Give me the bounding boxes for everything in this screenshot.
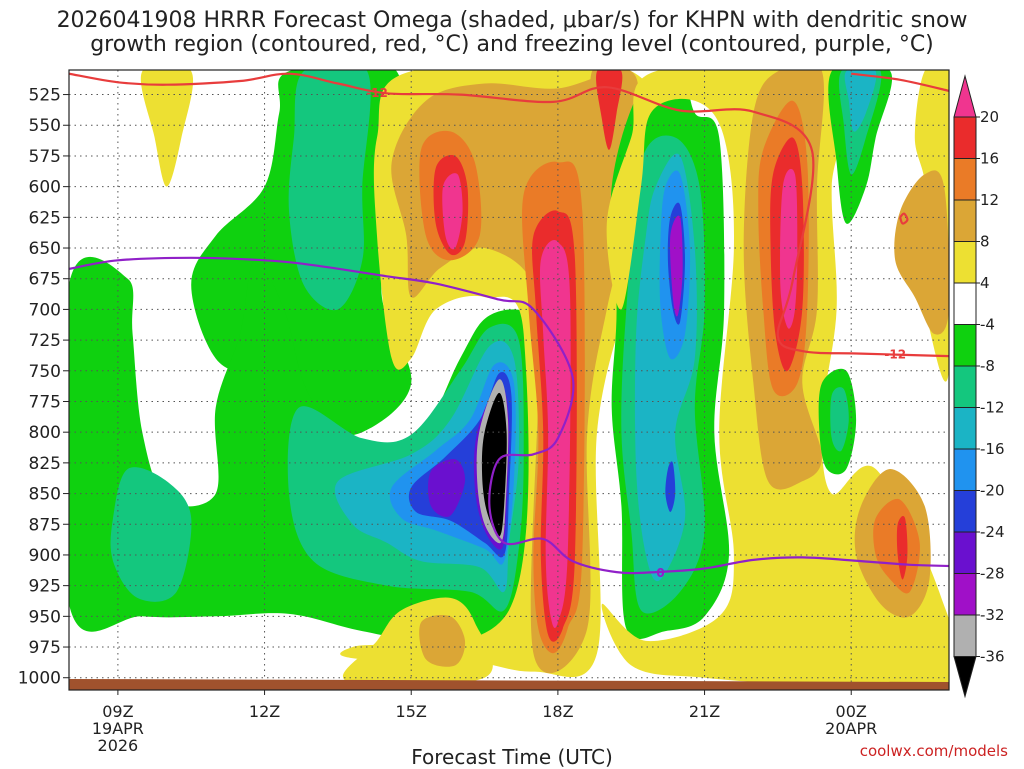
contour-minus12-upper-right bbox=[851, 72, 949, 92]
colorbar-label-2: 12 bbox=[980, 191, 999, 209]
colorbar-label-6: -8 bbox=[980, 357, 995, 375]
y-tick-label-850: 850 bbox=[29, 485, 61, 505]
colorbar-box-12 bbox=[953, 614, 977, 657]
y-tick-label-525: 525 bbox=[29, 86, 61, 106]
chart-title-line-2: growth region (contoured, red, °C) and f… bbox=[90, 32, 934, 57]
colorbar-label-4: 4 bbox=[980, 274, 990, 292]
contour-minus12-upper bbox=[69, 72, 949, 358]
omega-shading bbox=[69, 70, 949, 690]
chart-title-line-1: 2026041908 HRRR Forecast Omega (shaded, … bbox=[56, 8, 968, 33]
omega-region-12 bbox=[481, 392, 507, 537]
colorbar: 20 16 12 8 4 -4 -8 -12 -16 -20 -24 -28 -32 -36 bbox=[953, 74, 1005, 699]
y-tick-label-625: 625 bbox=[29, 208, 61, 228]
colorbar-top-arrow bbox=[953, 74, 977, 118]
y-tick-label-900: 900 bbox=[29, 546, 61, 566]
colorbar-label-3: 8 bbox=[980, 233, 990, 251]
colorbar-box-10 bbox=[953, 531, 977, 574]
y-axis: 525 550 575 600 625 650 675 700 725 750 775 800 825 8… bbox=[18, 86, 69, 689]
omega-region-9 bbox=[428, 458, 466, 517]
omega-region-2 bbox=[288, 70, 371, 311]
omega-region-17 bbox=[442, 173, 463, 250]
x-tick-label-21Z: 21Z bbox=[689, 702, 720, 721]
omega-region-42 bbox=[830, 387, 849, 452]
colorbar-label-8: -16 bbox=[980, 440, 1005, 458]
site-credit[interactable]: coolwx.com/models bbox=[859, 742, 1008, 760]
gridlines bbox=[69, 70, 949, 690]
y-tick-label-875: 875 bbox=[29, 515, 61, 535]
y-tick-label-775: 775 bbox=[29, 392, 61, 412]
omega-region-4 bbox=[110, 467, 192, 602]
y-tick-label-1000: 1000 bbox=[18, 669, 61, 689]
colorbar-box-4 bbox=[953, 282, 977, 325]
colorbar-box-2 bbox=[953, 199, 977, 242]
y-tick-label-725: 725 bbox=[29, 331, 61, 351]
contour-label-1: -12 bbox=[884, 348, 906, 362]
y-tick-label-550: 550 bbox=[29, 116, 61, 136]
colorbar-box-6 bbox=[953, 365, 977, 408]
y-tick-label-950: 950 bbox=[29, 607, 61, 627]
ground-fill bbox=[69, 678, 949, 690]
x-tick-label-12Z: 12Z bbox=[249, 702, 280, 721]
omega-region-34 bbox=[780, 168, 798, 329]
y-tick-label-675: 675 bbox=[29, 270, 61, 290]
colorbar-box-0 bbox=[953, 116, 977, 159]
x-axis-title: Forecast Time (UTC) bbox=[411, 745, 613, 769]
colorbar-box-8 bbox=[953, 448, 977, 491]
y-tick-label-575: 575 bbox=[29, 147, 61, 167]
colorbar-box-1 bbox=[953, 158, 977, 201]
colorbar-box-3 bbox=[953, 241, 977, 284]
x-tick-sublabel-19APR: 19APR bbox=[92, 719, 144, 738]
contour-label-0: -12 bbox=[366, 86, 388, 100]
colorbar-bottom-arrow bbox=[953, 656, 977, 699]
omega-region-20 bbox=[539, 239, 571, 629]
omega-region-46 bbox=[419, 614, 466, 667]
x-tick-label-00Z: 00Z bbox=[836, 702, 867, 721]
x-tick-sublabel-2026: 2026 bbox=[98, 736, 139, 755]
omega-region-36 bbox=[873, 498, 920, 594]
contour-label-2: 0 bbox=[656, 566, 664, 580]
colorbar-box-5 bbox=[953, 324, 977, 367]
y-tick-label-750: 750 bbox=[29, 362, 61, 382]
plot-frame bbox=[68, 69, 950, 691]
y-tick-label-650: 650 bbox=[29, 239, 61, 259]
y-tick-label-925: 925 bbox=[29, 577, 61, 597]
omega-region-22 bbox=[596, 70, 623, 150]
colorbar-label-7: -12 bbox=[980, 399, 1005, 417]
x-tick-label-09Z: 09Z bbox=[102, 702, 133, 721]
contour-lines: -12 -12 0 bbox=[69, 72, 949, 580]
y-tick-label-600: 600 bbox=[29, 178, 61, 198]
x-tick-label-18Z: 18Z bbox=[542, 702, 573, 721]
y-tick-label-975: 975 bbox=[29, 638, 61, 658]
x-tick-sublabel-20APR: 20APR bbox=[825, 719, 877, 738]
omega-region-29 bbox=[665, 461, 676, 512]
colorbar-label-5: -4 bbox=[980, 316, 995, 334]
y-tick-label-825: 825 bbox=[29, 454, 61, 474]
omega-region-44 bbox=[894, 170, 949, 335]
colorbar-label-10: -24 bbox=[980, 523, 1005, 541]
colorbar-box-9 bbox=[953, 490, 977, 533]
colorbar-label-9: -20 bbox=[980, 482, 1005, 500]
colorbar-label-13: -36 bbox=[980, 648, 1005, 666]
x-tick-label-15Z: 15Z bbox=[396, 702, 427, 721]
colorbar-box-11 bbox=[953, 573, 977, 616]
colorbar-label-1: 16 bbox=[980, 150, 999, 168]
y-tick-label-700: 700 bbox=[29, 300, 61, 320]
omega-region-28 bbox=[669, 215, 683, 317]
contour-minus12-small-ring bbox=[899, 212, 909, 225]
omega-region-40 bbox=[844, 70, 877, 132]
colorbar-label-12: -32 bbox=[980, 606, 1005, 624]
y-tick-label-800: 800 bbox=[29, 423, 61, 443]
colorbar-label-0: 20 bbox=[980, 108, 999, 126]
colorbar-label-11: -28 bbox=[980, 565, 1005, 583]
ground-band bbox=[69, 678, 949, 690]
colorbar-box-7 bbox=[953, 407, 977, 450]
contour-freezing-level bbox=[69, 256, 949, 575]
omega-region-0 bbox=[140, 70, 194, 187]
